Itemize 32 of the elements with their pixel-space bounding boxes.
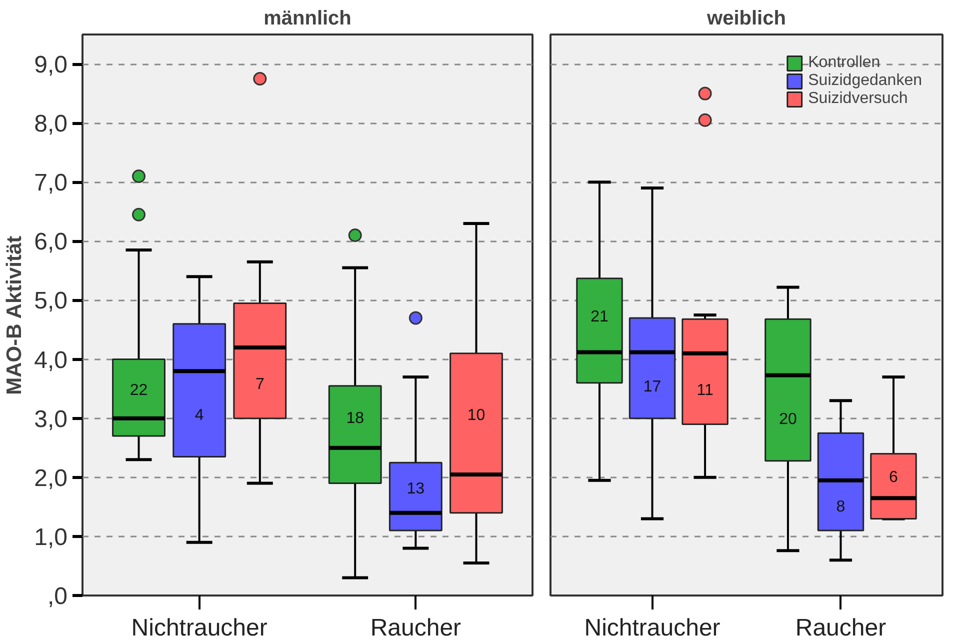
chart-title: männlich [264,8,352,30]
x-tick-label: Nichtraucher [131,614,268,642]
x-tick-label: Nichtraucher [584,614,720,642]
y-tick-label: 3,0 [34,406,68,433]
y-tick-label: 5,0 [34,288,68,315]
text: 18 [346,410,364,427]
text: 10 [467,406,486,424]
legend-label: Suizidversuch [808,90,908,108]
x-tick-label: Raucher [370,614,462,642]
y-tick-label: 7,0 [34,170,68,197]
chart-title: weiblich [706,8,786,30]
text: 7 [255,376,264,393]
text: 4 [194,406,204,424]
y-tick-label: 6,0 [34,228,68,256]
text: 22 [130,382,148,399]
legend-label: Kontrollen [808,54,880,72]
text: 17 [643,378,662,396]
text: 21 [590,308,608,326]
y-tick-label: ,0 [47,583,68,610]
text: 8 [836,498,846,516]
text: 13 [406,480,425,498]
y-axis-title: MAO-B Aktivität [3,236,26,395]
y-tick-label: 9,0 [34,52,68,79]
y-tick-label: 4,0 [34,346,68,374]
text: 20 [779,411,797,428]
x-tick-label: Raucher [795,614,886,642]
y-tick-label: 2,0 [34,464,68,492]
legend-label: Suizidgedanken [808,72,922,90]
text: 6 [889,468,898,486]
y-tick-label: 1,0 [34,524,68,551]
text: 11 [696,382,714,399]
y-tick-label: 8,0 [34,110,68,138]
